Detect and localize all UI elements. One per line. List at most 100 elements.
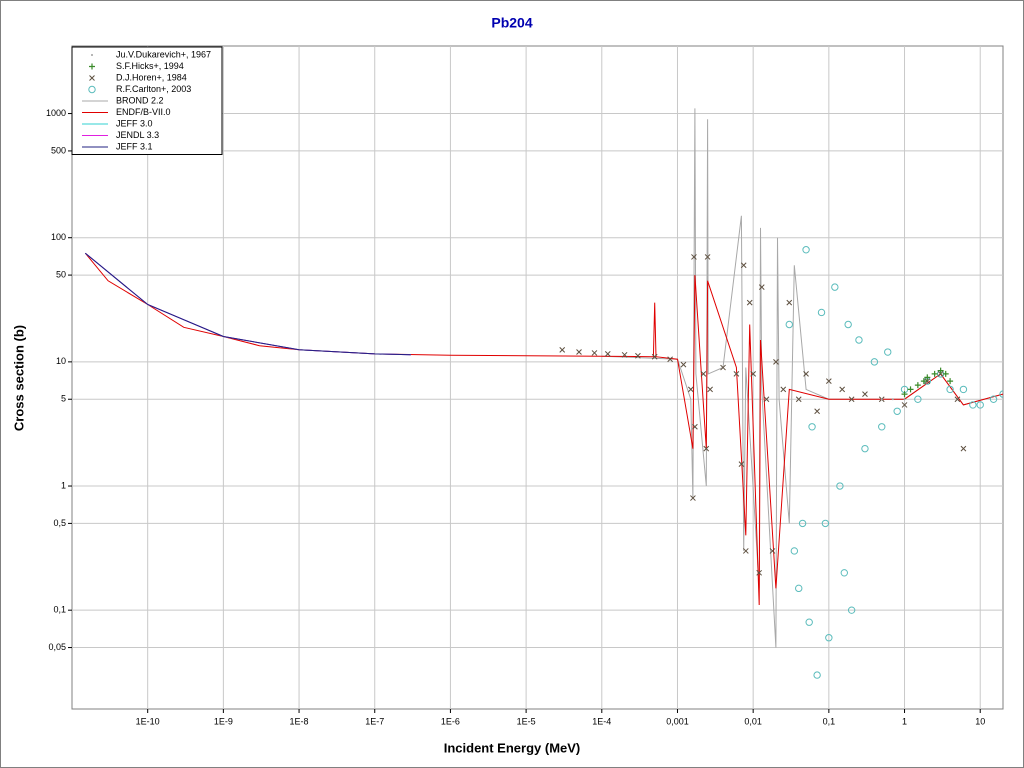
data-point [825,378,832,384]
data-point [691,254,697,260]
data-point [692,423,698,430]
data-point [839,386,846,393]
data-point [805,618,813,626]
data-point [914,395,922,403]
data-point [604,351,611,357]
plot-marks [84,108,1003,679]
data-point [840,569,848,577]
x-axis-label: Incident Energy (MeV) [444,740,581,755]
data-point [814,408,820,415]
data-point [690,495,696,501]
data-point [855,336,863,344]
data-point [817,308,826,317]
x-tick-label: 1E-6 [441,716,460,726]
data-point [769,548,776,554]
data-point [831,283,839,291]
data-point [891,398,894,401]
legend: Ju.V.Dukarevich+, 1967 S.F.Hicks+, 1994D.… [71,46,223,155]
data-point [651,353,658,360]
data-point [878,423,886,431]
data-point [635,352,641,359]
data-point [808,423,816,431]
data-point [959,385,968,394]
data-point [680,361,687,368]
data-point [798,519,807,528]
legend-label: JEFF 3.0 [116,118,153,128]
data-point [924,374,931,381]
legend-label: D.J.Horen+, 1984 [116,72,187,82]
y-tick-label: 0,05 [48,642,66,652]
x-tick-label: 1 [902,716,907,726]
data-point [976,401,984,409]
data-point [931,370,938,377]
data-point [870,358,879,366]
data-point [559,346,566,353]
data-point [746,299,753,306]
data-point [786,299,793,306]
y-tick-label: 1000 [46,108,66,118]
x-tick-label: 1E-10 [136,716,160,726]
data-point [942,370,949,377]
data-point [707,386,713,393]
y-tick-label: 500 [51,145,66,155]
plot-area [71,45,1004,710]
data-point [907,386,914,393]
data-point [785,320,793,329]
y-tick-label: 50 [56,269,66,279]
x-tick-label: 1E-4 [592,716,611,726]
y-axis-label: Cross section (b) [11,325,26,431]
legend-label: S.F.Hicks+, 1994 [116,61,184,71]
data-point [862,391,868,397]
data-point [903,398,906,401]
data-point [720,364,726,371]
data-point [937,367,944,374]
data-point [795,584,803,593]
data-point [813,671,821,679]
data-point [893,407,901,415]
data-point [667,356,673,363]
data-point [89,75,95,81]
data-point [89,63,95,70]
data-point [591,350,598,356]
data-point [780,386,787,393]
x-tick-label: 1E-8 [290,716,309,726]
data-line [84,252,1003,606]
data-point [969,401,977,409]
data-point [733,371,740,377]
data-point [836,482,844,490]
data-point [901,402,908,408]
data-point [924,378,931,384]
data-point [91,54,93,56]
data-point [884,348,892,356]
data-point [989,395,998,403]
y-tick-label: 5 [61,394,66,404]
y-tick-label: 1 [61,480,66,490]
data-point [844,320,852,329]
data-point [795,396,802,403]
data-point [821,519,830,528]
y-tick-label: 10 [56,356,66,366]
data-point [920,378,927,385]
y-tick-label: 0,1 [53,605,66,615]
data-point [947,378,954,385]
data-line [84,252,411,356]
data-point [88,85,96,94]
legend-label: Ju.V.Dukarevich+, 1967 [116,49,211,59]
x-tick-label: 0,01 [744,716,762,726]
data-point [763,396,770,403]
legend-label: JEFF 3.1 [116,141,153,151]
data-point [901,391,908,398]
data-point [758,284,765,290]
data-point [937,371,944,377]
y-tick-label: 0,5 [53,518,66,528]
data-point [914,382,921,389]
data-point [848,396,855,403]
data-point [773,359,779,365]
data-point [880,398,883,401]
data-point [999,390,1003,398]
x-tick-label: 10 [975,716,985,726]
data-point [621,351,628,358]
data-point [803,371,809,377]
data-point [825,634,833,642]
